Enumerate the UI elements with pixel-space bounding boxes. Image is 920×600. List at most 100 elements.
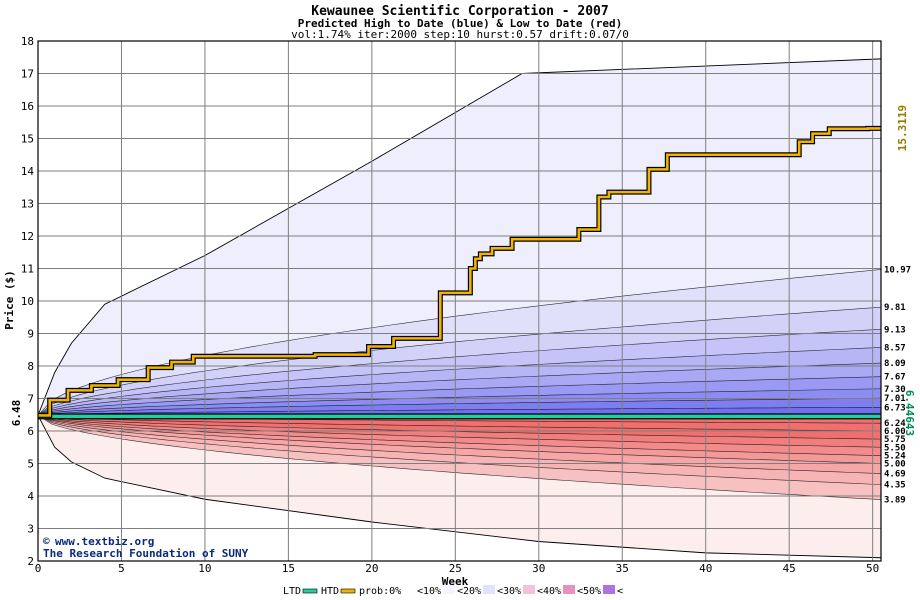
high-quantile-band: [38, 376, 881, 416]
y-tick-label: 4: [27, 490, 34, 503]
quantile-value-label: 8.09: [884, 359, 906, 369]
x-tick-label: 25: [449, 562, 462, 575]
quantile-value-label: 9.81: [884, 303, 906, 313]
high-quantile-band: [38, 363, 881, 416]
x-tick-label: 35: [616, 562, 629, 575]
low-quantile-band: [38, 415, 881, 485]
quantile-contour-line: [37, 328, 882, 416]
quantile-value-label: 4.35: [884, 481, 906, 491]
quantile-contour-line: [37, 415, 882, 432]
quantile-contour-line: [37, 376, 882, 416]
x-tick-label: 5: [118, 562, 125, 575]
legend-swatch: [603, 585, 615, 594]
quantile-value-label: 6.00: [884, 427, 906, 437]
y-tick-label: 3: [27, 523, 34, 536]
y-tick-label: 6: [27, 425, 34, 438]
ltd-final-value-label: 6.44643: [903, 390, 916, 436]
high-quantile-band: [38, 347, 881, 416]
start-price-label: 6.48: [10, 400, 23, 427]
y-axis-label: Price ($): [3, 270, 16, 330]
htd-series-line: [38, 127, 881, 417]
quantile-value-label: 9.13: [884, 325, 906, 335]
quantile-value-label: 3.89: [884, 496, 906, 506]
legend-label: LTD: [283, 586, 301, 597]
x-tick-label: 45: [783, 562, 796, 575]
low-quantile-band: [38, 415, 881, 456]
quantile-value-label: 6.24: [884, 419, 906, 429]
quantile-contour-line: [37, 415, 882, 474]
legend-label: <50%: [577, 586, 601, 597]
legend-swatch: [403, 585, 415, 594]
quantile-value-label: 5.24: [884, 452, 906, 462]
quantile-value-label: 6.73: [884, 403, 906, 413]
x-tick-label: 0: [35, 562, 42, 575]
quantile-contour-line: [37, 415, 882, 448]
quantile-value-label: 5.50: [884, 443, 906, 453]
watermark-copyright-symbol: ©: [43, 535, 50, 548]
y-tick-label: 12: [21, 230, 34, 243]
quantile-contour-line: [37, 415, 882, 500]
watermark-url: www.textbiz.org: [55, 535, 154, 548]
high-quantile-band: [38, 407, 881, 416]
x-tick-label: 30: [532, 562, 545, 575]
y-tick-label: 10: [21, 295, 34, 308]
high-quantile-band: [38, 398, 881, 416]
legend-swatch: [443, 585, 455, 594]
legend-label: HTD: [321, 586, 339, 597]
x-tick-label: 40: [699, 562, 712, 575]
quantile-value-label: 7.67: [884, 373, 906, 383]
plot-area: 0 5 10 15 20 25 30 35 40 45 5023456789101112131415…: [21, 35, 911, 575]
chart-subtitle: Predicted High to Date (blue) & Low to D…: [298, 17, 623, 30]
htd-final-value-label: 15.3119: [896, 105, 909, 151]
y-tick-label: 16: [21, 100, 34, 113]
plot-frame: [37, 40, 882, 562]
legend-tail-label: <: [617, 586, 623, 597]
high-quantile-band: [38, 329, 881, 416]
x-tick-label: 15: [282, 562, 295, 575]
quantile-contour-line: [37, 415, 882, 456]
y-tick-label: 18: [21, 35, 34, 48]
quantile-contour-line: [37, 406, 882, 416]
quantile-contour-line: [37, 362, 882, 416]
chart-title: Kewaunee Scientific Corporation - 2007: [311, 4, 608, 19]
legend-swatch: [302, 588, 318, 594]
quantile-value-label: 7.30: [884, 385, 906, 395]
quantile-value-label: 4.69: [884, 470, 906, 480]
quantile-value-label: 7.01: [884, 394, 906, 404]
quantile-contour-line: [37, 388, 882, 416]
y-tick-label: 11: [21, 263, 34, 276]
y-tick-label: 2: [27, 555, 34, 568]
low-quantile-band: [38, 415, 881, 500]
y-tick-label: 17: [21, 68, 34, 81]
low-quantile-band: [38, 415, 881, 474]
legend-label: <20%: [457, 586, 481, 597]
y-tick-label: 8: [27, 360, 34, 373]
y-tick-label: 13: [21, 198, 34, 211]
x-tick-label: 10: [198, 562, 211, 575]
quantile-value-label: 5.75: [884, 435, 906, 445]
high-quantile-band: [38, 269, 881, 416]
legend-label: <30%: [497, 586, 521, 597]
watermark-org: The Research Foundation of SUNY: [43, 547, 249, 560]
legend-swatch: [523, 585, 535, 594]
quantile-value-label: 5.00: [884, 460, 906, 470]
quantile-contour-line: [37, 415, 882, 440]
y-tick-label: 15: [21, 133, 34, 146]
legend: LTD HTD prob:0% <10% <20% <30% <40% <50% <: [283, 585, 623, 597]
x-tick-label: 50: [866, 562, 879, 575]
quantile-contour-line: [37, 306, 882, 416]
legend-swatch: [483, 585, 495, 594]
quantile-contour-line: [37, 415, 882, 464]
low-quantile-band: [38, 415, 881, 448]
legend-label: <40%: [537, 586, 561, 597]
legend-swatch: [563, 585, 575, 594]
y-tick-label: 5: [27, 458, 34, 471]
high-quantile-band: [38, 388, 881, 416]
quantile-contour-line: [37, 347, 882, 416]
y-tick-label: 7: [27, 393, 34, 406]
y-tick-label: 14: [21, 165, 35, 178]
legend-swatch: [340, 588, 356, 594]
high-quantile-band: [38, 307, 881, 416]
low-quantile-band: [38, 415, 881, 464]
